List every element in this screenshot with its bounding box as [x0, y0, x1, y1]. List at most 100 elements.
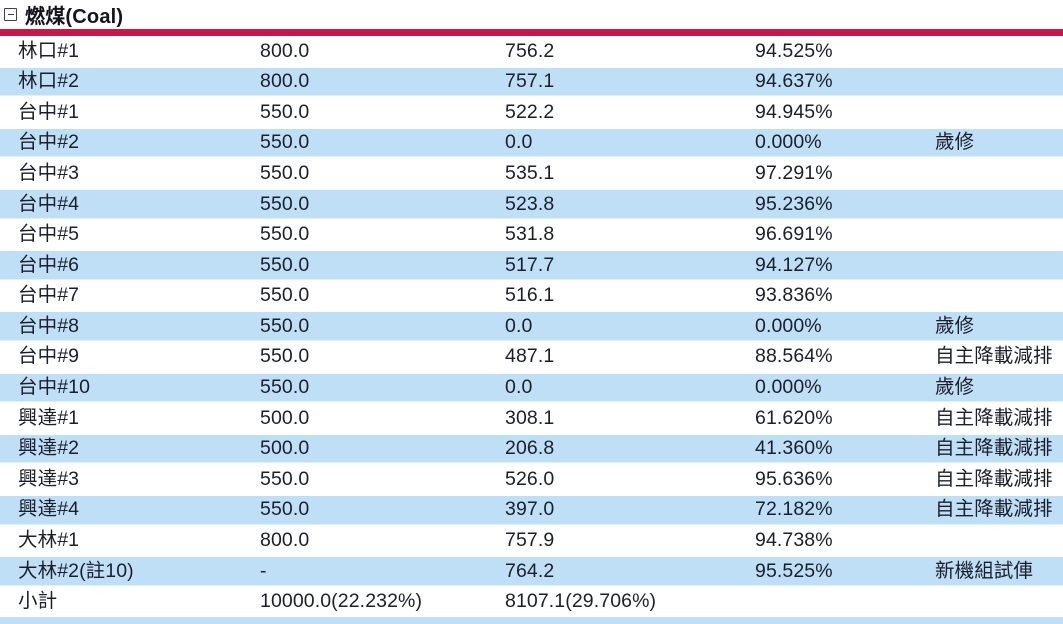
table-row: 台中#3 550.0 535.1 97.291%	[0, 158, 1063, 189]
percent-cell: 61.620%	[755, 406, 833, 429]
unit-name-cell: 台中#10	[18, 376, 91, 399]
output-cell: 0.0	[505, 376, 533, 399]
output-cell: 523.8	[505, 192, 555, 215]
remark-cell: 歲修	[935, 314, 975, 337]
unit-name-cell: 大林#2(註10)	[18, 559, 134, 582]
unit-name-cell: 林口#2	[18, 70, 80, 93]
table-row: 小計 10000.0(22.232%) 8107.1(29.706%)	[0, 587, 1063, 618]
unit-name-cell: 興達#2	[18, 437, 80, 460]
capacity-cell: 550.0	[260, 100, 310, 123]
percent-cell: 94.738%	[755, 529, 833, 552]
percent-cell: 72.182%	[755, 498, 833, 521]
table-row: 台中#10 550.0 0.0 0.000% 歲修	[0, 372, 1063, 404]
table-row: 大林#2(註10) - 764.2 95.525% 新機組試俥	[0, 556, 1063, 587]
capacity-cell: -	[260, 559, 267, 582]
unit-name-cell: 台中#5	[18, 223, 80, 246]
capacity-cell: 550.0	[260, 345, 310, 368]
unit-name-cell: 興達#3	[18, 467, 80, 490]
capacity-cell: 550.0	[260, 223, 310, 246]
output-cell: 516.1	[505, 284, 555, 307]
unit-name-cell: 林口#1	[18, 39, 80, 62]
output-cell: 535.1	[505, 161, 555, 184]
percent-cell: 0.000%	[755, 314, 822, 337]
remark-cell: 自主降載減排	[935, 467, 1053, 490]
percent-cell: 94.525%	[755, 39, 833, 62]
unit-name-cell: 興達#4	[18, 498, 80, 521]
section-header: 燃煤(Coal)	[0, 0, 1063, 29]
table-row: 台中#8 550.0 0.0 0.000% 歲修	[0, 311, 1063, 342]
unit-name-cell: 台中#2	[18, 131, 80, 154]
table-row: 台中#6 550.0 517.7 94.127%	[0, 250, 1063, 281]
percent-cell: 96.691%	[755, 223, 833, 246]
table-row: 大林#1 800.0 757.9 94.738%	[0, 526, 1063, 557]
capacity-cell: 550.0	[260, 376, 310, 399]
output-cell: 522.2	[505, 100, 555, 123]
remark-cell: 歲修	[935, 376, 975, 399]
capacity-cell: 800.0	[260, 39, 310, 62]
unit-name-cell: 台中#9	[18, 345, 80, 368]
remark-cell: 自主降載減排	[935, 406, 1053, 429]
output-cell: 757.1	[505, 70, 555, 93]
capacity-cell: 550.0	[260, 467, 310, 490]
output-cell: 757.9	[505, 529, 555, 552]
remark-cell: 自主降載減排	[935, 437, 1053, 460]
unit-name-cell: 台中#4	[18, 192, 80, 215]
remark-cell: 歲修	[935, 131, 975, 154]
table-row: 興達#3 550.0 526.0 95.636% 自主降載減排	[0, 464, 1063, 495]
unit-name-cell: 台中#1	[18, 100, 80, 123]
percent-cell: 0.000%	[755, 131, 822, 154]
percent-cell: 0.000%	[755, 376, 822, 399]
capacity-cell: 550.0	[260, 131, 310, 154]
output-cell: 756.2	[505, 39, 555, 62]
unit-name-cell: 大林#1	[18, 529, 80, 552]
capacity-cell: 550.0	[260, 161, 310, 184]
percent-cell: 93.836%	[755, 284, 833, 307]
output-cell: 206.8	[505, 437, 555, 460]
section-accent-bar	[0, 29, 1063, 36]
capacity-cell: 10000.0(22.232%)	[260, 590, 423, 613]
capacity-cell: 550.0	[260, 253, 310, 276]
percent-cell: 41.360%	[755, 437, 833, 460]
capacity-cell: 500.0	[260, 406, 310, 429]
percent-cell: 95.525%	[755, 559, 833, 582]
capacity-cell: 550.0	[260, 284, 310, 307]
unit-name-cell: 興達#1	[18, 406, 80, 429]
table-row: 台中#4 550.0 523.8 95.236%	[0, 188, 1063, 220]
percent-cell: 97.291%	[755, 161, 833, 184]
output-cell: 0.0	[505, 131, 533, 154]
unit-name-cell: 台中#7	[18, 284, 80, 307]
table-row: 林口#1 800.0 756.2 94.525%	[0, 36, 1063, 67]
percent-cell: 94.127%	[755, 253, 833, 276]
table-row: 興達#2 500.0 206.8 41.360% 自主降載減排	[0, 433, 1063, 465]
table-row: 興達#4 550.0 397.0 72.182% 自主降載減排	[0, 494, 1063, 526]
coal-table: 林口#1 800.0 756.2 94.525% 林口#2 800.0 757.1 94.63…	[0, 36, 1063, 617]
percent-cell: 94.637%	[755, 70, 833, 93]
capacity-cell: 550.0	[260, 314, 310, 337]
section-title: 燃煤(Coal)	[25, 6, 124, 28]
remark-cell: 新機組試俥	[935, 559, 1034, 582]
percent-cell: 95.236%	[755, 192, 833, 215]
capacity-cell: 800.0	[260, 529, 310, 552]
percent-cell: 95.636%	[755, 467, 833, 490]
collapse-minus-icon[interactable]	[4, 8, 17, 21]
output-cell: 487.1	[505, 345, 555, 368]
table-row: 台中#5 550.0 531.8 96.691%	[0, 220, 1063, 251]
unit-name-cell: 小計	[18, 590, 58, 613]
unit-name-cell: 台中#3	[18, 161, 80, 184]
output-cell: 308.1	[505, 406, 555, 429]
percent-cell: 88.564%	[755, 345, 833, 368]
capacity-cell: 500.0	[260, 437, 310, 460]
remark-cell: 自主降載減排	[935, 498, 1053, 521]
table-row: 興達#1 500.0 308.1 61.620% 自主降載減排	[0, 403, 1063, 434]
unit-name-cell: 台中#6	[18, 253, 80, 276]
output-cell: 397.0	[505, 498, 555, 521]
table-row: 林口#2 800.0 757.1 94.637%	[0, 66, 1063, 98]
minus-glyph	[7, 13, 14, 16]
percent-cell: 94.945%	[755, 100, 833, 123]
table-row: 台中#7 550.0 516.1 93.836%	[0, 281, 1063, 312]
next-row-partial	[0, 617, 1063, 624]
table-row: 台中#9 550.0 487.1 88.564% 自主降載減排	[0, 342, 1063, 373]
table-row: 台中#1 550.0 522.2 94.945%	[0, 97, 1063, 128]
capacity-cell: 550.0	[260, 192, 310, 215]
output-cell: 8107.1(29.706%)	[505, 590, 657, 613]
